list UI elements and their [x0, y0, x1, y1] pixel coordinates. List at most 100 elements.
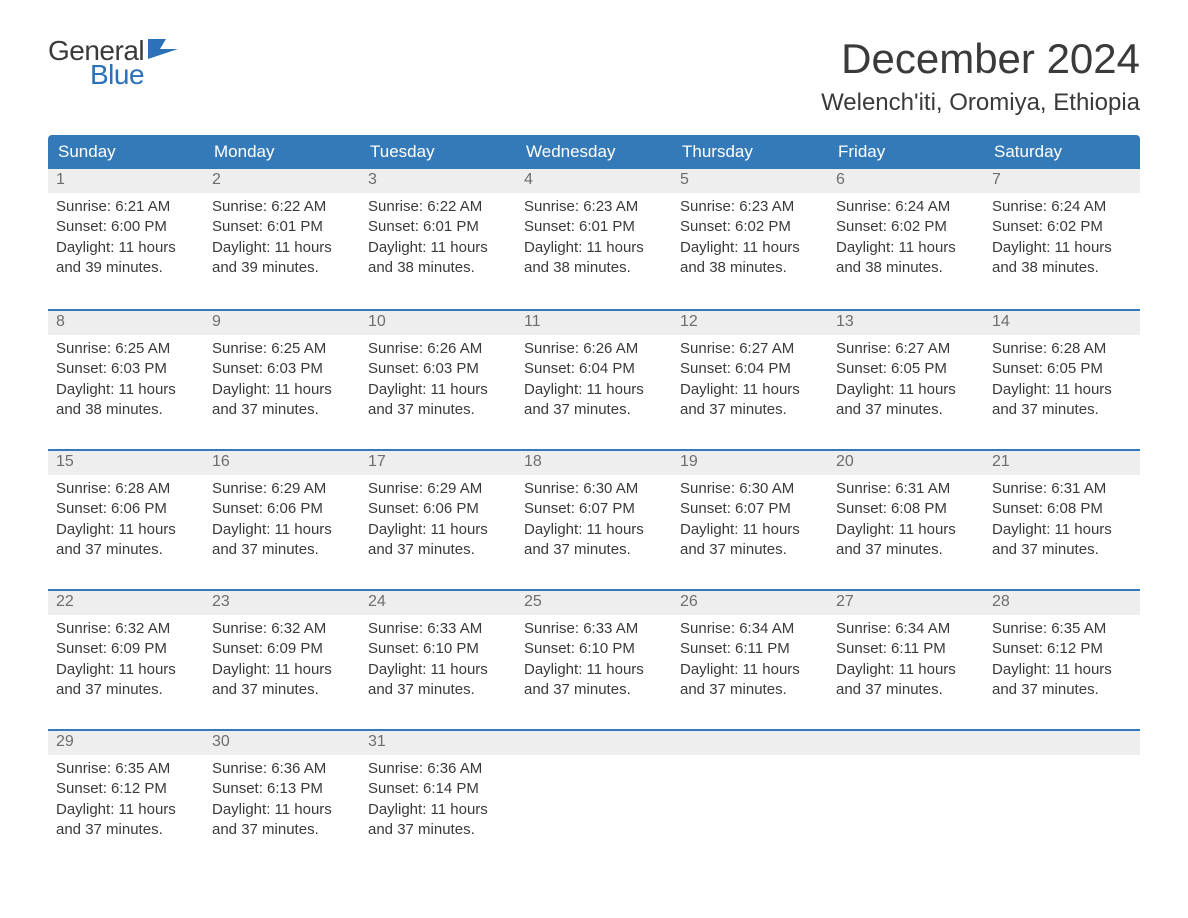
- day-daylight2: and 37 minutes.: [524, 680, 664, 700]
- day-daylight2: and 37 minutes.: [368, 400, 508, 420]
- day-content: Sunrise: 6:36 AMSunset: 6:13 PMDaylight:…: [204, 755, 360, 852]
- day-sunset: Sunset: 6:03 PM: [56, 359, 196, 379]
- day-sunset: Sunset: 6:00 PM: [56, 217, 196, 237]
- day-daylight2: and 37 minutes.: [368, 540, 508, 560]
- day-sunset: Sunset: 6:08 PM: [992, 499, 1132, 519]
- day-sunrise: Sunrise: 6:27 AM: [680, 339, 820, 359]
- day-daylight1: Daylight: 11 hours: [56, 238, 196, 258]
- day-daylight1: Daylight: 11 hours: [992, 660, 1132, 680]
- day-header: Friday: [828, 135, 984, 169]
- day-daylight1: Daylight: 11 hours: [56, 380, 196, 400]
- day-sunset: Sunset: 6:14 PM: [368, 779, 508, 799]
- day-sunrise: Sunrise: 6:36 AM: [212, 759, 352, 779]
- day-sunset: Sunset: 6:10 PM: [524, 639, 664, 659]
- day-number: 19: [672, 451, 828, 475]
- day-number: 22: [48, 591, 204, 615]
- day-content: Sunrise: 6:23 AMSunset: 6:02 PMDaylight:…: [672, 193, 828, 290]
- day-number: 10: [360, 311, 516, 335]
- day-daylight1: Daylight: 11 hours: [368, 380, 508, 400]
- week-row: 1Sunrise: 6:21 AMSunset: 6:00 PMDaylight…: [48, 169, 1140, 309]
- day-sunset: Sunset: 6:06 PM: [368, 499, 508, 519]
- day-cell: 4Sunrise: 6:23 AMSunset: 6:01 PMDaylight…: [516, 169, 672, 309]
- day-sunrise: Sunrise: 6:22 AM: [212, 197, 352, 217]
- day-content: Sunrise: 6:31 AMSunset: 6:08 PMDaylight:…: [984, 475, 1140, 572]
- logo-flag-icon: [148, 39, 178, 64]
- day-number: 14: [984, 311, 1140, 335]
- day-daylight1: Daylight: 11 hours: [836, 660, 976, 680]
- day-cell: [516, 731, 672, 869]
- day-daylight2: and 37 minutes.: [524, 400, 664, 420]
- day-daylight2: and 37 minutes.: [212, 680, 352, 700]
- day-sunset: Sunset: 6:03 PM: [212, 359, 352, 379]
- day-cell: 1Sunrise: 6:21 AMSunset: 6:00 PMDaylight…: [48, 169, 204, 309]
- day-sunrise: Sunrise: 6:34 AM: [680, 619, 820, 639]
- day-number: 13: [828, 311, 984, 335]
- day-sunrise: Sunrise: 6:23 AM: [524, 197, 664, 217]
- day-number: 26: [672, 591, 828, 615]
- day-number: 30: [204, 731, 360, 755]
- day-daylight1: Daylight: 11 hours: [368, 238, 508, 258]
- day-daylight2: and 37 minutes.: [680, 540, 820, 560]
- day-sunrise: Sunrise: 6:30 AM: [680, 479, 820, 499]
- day-cell: 5Sunrise: 6:23 AMSunset: 6:02 PMDaylight…: [672, 169, 828, 309]
- day-sunrise: Sunrise: 6:31 AM: [836, 479, 976, 499]
- day-daylight2: and 37 minutes.: [680, 680, 820, 700]
- day-daylight1: Daylight: 11 hours: [368, 520, 508, 540]
- day-daylight2: and 37 minutes.: [212, 820, 352, 840]
- day-cell: 10Sunrise: 6:26 AMSunset: 6:03 PMDayligh…: [360, 311, 516, 449]
- day-daylight1: Daylight: 11 hours: [992, 238, 1132, 258]
- day-daylight2: and 39 minutes.: [56, 258, 196, 278]
- day-number: 2: [204, 169, 360, 193]
- day-daylight1: Daylight: 11 hours: [680, 238, 820, 258]
- day-sunrise: Sunrise: 6:26 AM: [368, 339, 508, 359]
- day-sunrise: Sunrise: 6:35 AM: [992, 619, 1132, 639]
- calendar: SundayMondayTuesdayWednesdayThursdayFrid…: [48, 135, 1140, 869]
- day-cell: 15Sunrise: 6:28 AMSunset: 6:06 PMDayligh…: [48, 451, 204, 589]
- day-daylight1: Daylight: 11 hours: [992, 520, 1132, 540]
- day-cell: 18Sunrise: 6:30 AMSunset: 6:07 PMDayligh…: [516, 451, 672, 589]
- day-sunset: Sunset: 6:10 PM: [368, 639, 508, 659]
- day-content: Sunrise: 6:26 AMSunset: 6:03 PMDaylight:…: [360, 335, 516, 432]
- day-content: Sunrise: 6:35 AMSunset: 6:12 PMDaylight:…: [984, 615, 1140, 712]
- day-cell: 7Sunrise: 6:24 AMSunset: 6:02 PMDaylight…: [984, 169, 1140, 309]
- day-sunset: Sunset: 6:06 PM: [56, 499, 196, 519]
- day-header: Monday: [204, 135, 360, 169]
- day-daylight1: Daylight: 11 hours: [992, 380, 1132, 400]
- day-number: 21: [984, 451, 1140, 475]
- day-number: 28: [984, 591, 1140, 615]
- day-sunrise: Sunrise: 6:26 AM: [524, 339, 664, 359]
- day-daylight1: Daylight: 11 hours: [524, 520, 664, 540]
- day-cell: 26 Sunrise: 6:34 AMSunset: 6:11 PMDayligh…: [672, 591, 828, 729]
- day-daylight1: Daylight: 11 hours: [368, 660, 508, 680]
- day-daylight2: and 37 minutes.: [680, 400, 820, 420]
- day-daylight1: Daylight: 11 hours: [212, 800, 352, 820]
- day-sunset: Sunset: 6:11 PM: [680, 639, 820, 659]
- day-sunset: Sunset: 6:01 PM: [524, 217, 664, 237]
- day-cell: 19Sunrise: 6:30 AMSunset: 6:07 PMDayligh…: [672, 451, 828, 589]
- day-sunrise: Sunrise: 6:21 AM: [56, 197, 196, 217]
- day-number: 5: [672, 169, 828, 193]
- day-daylight2: and 37 minutes.: [524, 540, 664, 560]
- day-content: Sunrise: 6:32 AMSunset: 6:09 PMDaylight:…: [48, 615, 204, 712]
- day-content: Sunrise: 6:21 AMSunset: 6:00 PMDaylight:…: [48, 193, 204, 290]
- day-number: 12: [672, 311, 828, 335]
- day-number: 7: [984, 169, 1140, 193]
- day-content: Sunrise: 6:26 AMSunset: 6:04 PMDaylight:…: [516, 335, 672, 432]
- day-daylight2: and 37 minutes.: [368, 680, 508, 700]
- day-daylight1: Daylight: 11 hours: [680, 660, 820, 680]
- day-sunrise: Sunrise: 6:31 AM: [992, 479, 1132, 499]
- day-cell: 29Sunrise: 6:35 AMSunset: 6:12 PMDayligh…: [48, 731, 204, 869]
- logo: General Blue: [48, 35, 178, 91]
- location-text: Welench'iti, Oromiya, Ethiopia: [821, 89, 1140, 117]
- day-headers-row: SundayMondayTuesdayWednesdayThursdayFrid…: [48, 135, 1140, 169]
- day-daylight2: and 37 minutes.: [56, 820, 196, 840]
- week-row: 29Sunrise: 6:35 AMSunset: 6:12 PMDayligh…: [48, 729, 1140, 869]
- week-row: 8Sunrise: 6:25 AMSunset: 6:03 PMDaylight…: [48, 309, 1140, 449]
- day-cell: 21Sunrise: 6:31 AMSunset: 6:08 PMDayligh…: [984, 451, 1140, 589]
- day-cell: 6Sunrise: 6:24 AMSunset: 6:02 PMDaylight…: [828, 169, 984, 309]
- empty-day-number: [672, 731, 828, 755]
- day-daylight2: and 37 minutes.: [992, 680, 1132, 700]
- day-number: 11: [516, 311, 672, 335]
- week-row: 15Sunrise: 6:28 AMSunset: 6:06 PMDayligh…: [48, 449, 1140, 589]
- day-cell: 12Sunrise: 6:27 AMSunset: 6:04 PMDayligh…: [672, 311, 828, 449]
